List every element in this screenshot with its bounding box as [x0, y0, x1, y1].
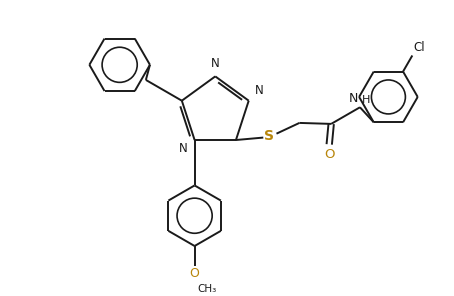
Text: CH₃: CH₃: [197, 284, 216, 294]
Text: N: N: [349, 92, 358, 105]
Text: N: N: [255, 84, 264, 97]
Text: Cl: Cl: [414, 41, 425, 54]
Text: O: O: [190, 268, 200, 281]
Text: H: H: [362, 95, 370, 105]
Text: N: N: [179, 142, 188, 155]
Text: N: N: [211, 57, 220, 70]
Text: S: S: [264, 129, 274, 143]
Text: O: O: [324, 148, 335, 161]
